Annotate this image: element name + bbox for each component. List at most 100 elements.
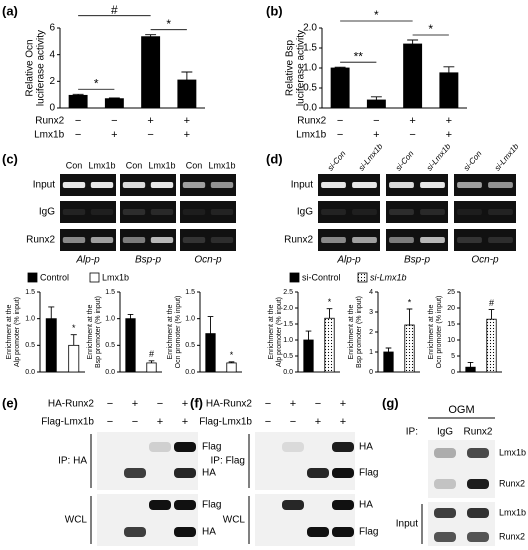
error-bar [48,306,55,319]
gel-promoter-label: Alp-p [336,255,361,266]
band-label: Lmx1b [499,507,526,517]
y-tick-label: 25 [447,289,455,296]
condition-sign: + [147,115,153,127]
bar [205,333,216,373]
blot-header: OGM [448,404,474,416]
gel-block [318,201,380,223]
gel-promoter-label: Alp-p [75,255,100,266]
gel-band [321,237,346,243]
gel-promoter-label: Bsp-p [135,255,162,266]
gel-lane-label: Con [186,160,203,170]
blot-band [467,508,489,518]
error-bar [108,97,120,99]
gel-lane-label: si-Con [326,149,348,173]
y-tick-label: 3 [369,309,373,316]
legend-swatch [27,272,38,283]
gel-promoter-label: Ocn-p [194,255,222,266]
y-axis-label: Bsp promoter (% input) [95,296,102,368]
band-label: Flag [359,527,378,538]
error-bar [72,93,84,96]
y-axis-label: Relative Ocn [25,39,36,96]
bar [303,339,314,373]
y-axis-label: Alp promoter (% input) [14,297,21,367]
y-tick-label: 1.0 [25,316,35,323]
y-axis-label: Enrichment at the [268,304,275,359]
gel-band [90,237,114,243]
gel-band [182,237,206,243]
condition-sign: − [265,416,271,428]
condition-label: HA-Runx2 [48,399,95,410]
gel-lane-label: Con [66,160,83,170]
significance-label: * [230,350,234,360]
gel-row-label: Input [33,180,55,191]
blot-membrane [255,432,355,490]
error-bar [228,361,235,363]
bar [68,94,88,109]
y-axis-label: Enrichment at the [348,304,355,359]
y-tick-label: 10 [447,337,455,344]
gel-band [210,209,234,215]
bar [226,362,237,373]
gel-band [210,182,234,188]
gel-block [60,201,116,223]
blot-band [174,468,196,478]
blot-band [467,448,489,458]
blot-band [124,468,146,478]
gel-band [457,237,482,243]
significance-label: # [489,298,494,308]
gel-block [60,174,116,196]
blot-band [332,527,354,537]
legend-label: Lmx1b [102,272,129,282]
blot-band [174,527,196,537]
blot-band [307,468,329,478]
gel-band [420,182,445,188]
band-label: HA [359,500,373,511]
gel-block [180,174,236,196]
y-tick-label: 20 [447,305,455,312]
gel-band [352,209,377,215]
band-label: Flag [202,500,221,511]
significance-label: * [72,323,76,333]
y-axis-label: Ocn promoter (% input) [436,296,443,369]
blot-membrane [97,432,198,490]
y-tick-label: 1.5 [303,43,317,54]
y-tick-label: 1.0 [283,337,293,344]
gel-promoter-label: Bsp-p [404,255,431,266]
error-bar [207,316,214,334]
blot-band [282,500,304,510]
gel-lane-label: si-Lmx1b [493,142,521,173]
blot-band [434,479,456,489]
panel-label: (b) [266,3,283,18]
blot-band [434,448,456,458]
y-axis-label: Ocn promoter (% input) [175,296,182,369]
gel-band [488,182,513,188]
condition-sign: − [265,398,271,410]
blot-band [149,442,171,452]
gel-band [389,182,414,188]
legend-label: si-Control [302,272,341,282]
condition-label: Lmx1b [296,130,326,141]
y-tick-label: 1.5 [283,321,293,328]
blot-band [124,527,146,537]
blot-band [149,500,171,510]
blot-band [434,508,456,518]
bar [324,317,335,373]
significance-label: # [149,349,154,359]
error-bar [488,309,495,320]
group-label: WCL [223,515,246,526]
significance-label: * [374,8,379,22]
y-tick-label: 0.5 [303,83,317,94]
gel-band [150,209,174,215]
bar [177,79,197,109]
y-tick-label: 0 [49,103,55,114]
gel-band [90,209,114,215]
bar [330,67,350,109]
panel-label: (f) [190,395,203,410]
gel-block [180,201,236,223]
error-bar [407,39,419,44]
gel-band [62,182,86,188]
gel-lane-label: si-Lmx1b [357,142,385,173]
legend-swatch [357,272,368,283]
gel-block [120,174,176,196]
y-axis-label: Bsp promoter (% input) [356,296,363,368]
